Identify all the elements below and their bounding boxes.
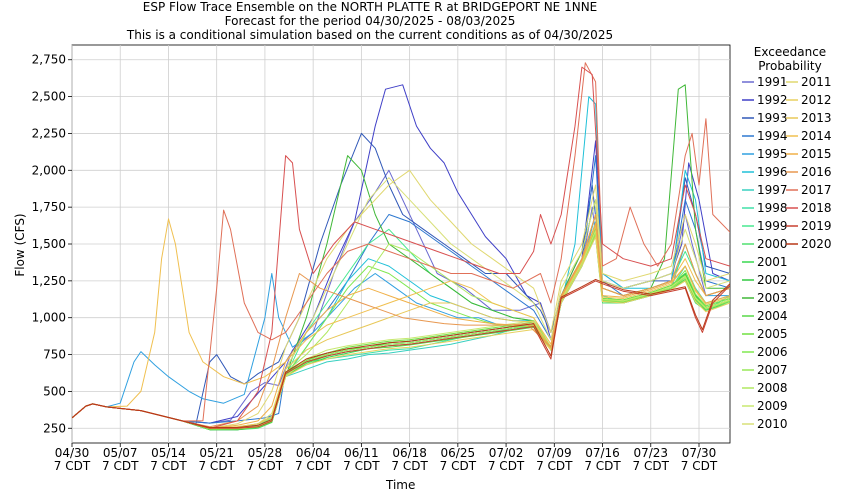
chart-title-line-1: ESP Flow Trace Ensemble on the NORTH PLA…: [142, 0, 598, 14]
legend-label-2018: 2018: [801, 201, 832, 215]
legend-label-2013: 2013: [801, 111, 832, 125]
y-tick-label-8: 2,250: [32, 126, 66, 140]
legend-label-2011: 2011: [801, 75, 832, 89]
legend-label-2010: 2010: [757, 417, 788, 431]
x-tick-date-11: 07/16: [585, 446, 620, 460]
legend-label-1999: 1999: [757, 219, 788, 233]
series-line-2018: [72, 66, 730, 429]
legend-title-line-2: Probability: [758, 59, 822, 73]
x-tick-date-5: 06/04: [296, 446, 331, 460]
legend-label-1995: 1995: [757, 147, 788, 161]
series-line-2020: [72, 278, 730, 428]
x-tick-date-13: 07/30: [682, 446, 717, 460]
legend-label-2000: 2000: [757, 237, 788, 251]
legend-title-line-1: Exceedance: [753, 45, 827, 59]
legend-label-2003: 2003: [757, 291, 788, 305]
x-tick-date-9: 07/02: [489, 446, 524, 460]
legend-label-2017: 2017: [801, 183, 832, 197]
x-tick-tz-10: 7 CDT: [536, 459, 573, 473]
x-tick-date-1: 05/07: [103, 446, 138, 460]
x-tick-date-3: 05/21: [199, 446, 234, 460]
legend: 1991 1992 1993 1994 1995 1996 1997 1998 1999 2000…: [742, 75, 832, 431]
series-line-2017: [72, 62, 730, 422]
y-tick-label-1: 500: [43, 384, 66, 398]
x-tick-tz-4: 7 CDT: [247, 459, 284, 473]
legend-label-1991: 1991: [757, 75, 788, 89]
chart-title-line-2: Forecast for the period 04/30/2025 - 08/…: [224, 14, 516, 28]
x-tick-tz-2: 7 CDT: [150, 459, 187, 473]
legend-label-1994: 1994: [757, 129, 788, 143]
y-tick-label-6: 1,750: [32, 200, 66, 214]
x-tick-tz-0: 7 CDT: [54, 459, 91, 473]
legend-label-2002: 2002: [757, 273, 788, 287]
x-tick-date-6: 06/11: [344, 446, 379, 460]
x-tick-date-7: 06/18: [392, 446, 427, 460]
y-tick-label-2: 750: [43, 348, 66, 362]
legend-label-2001: 2001: [757, 255, 788, 269]
legend-label-2004: 2004: [757, 309, 788, 323]
legend-label-2020: 2020: [801, 237, 832, 251]
legend-label-2005: 2005: [757, 327, 788, 341]
legend-label-1998: 1998: [757, 201, 788, 215]
legend-label-1996: 1996: [757, 165, 788, 179]
legend-label-2012: 2012: [801, 93, 832, 107]
x-tick-tz-7: 7 CDT: [391, 459, 428, 473]
x-tick-tz-12: 7 CDT: [633, 459, 670, 473]
x-tick-tz-1: 7 CDT: [102, 459, 139, 473]
y-tick-label-9: 2,500: [32, 90, 66, 104]
x-tick-tz-6: 7 CDT: [343, 459, 380, 473]
y-tick-label-4: 1,250: [32, 274, 66, 288]
x-tick-tz-5: 7 CDT: [295, 459, 332, 473]
y-tick-label-5: 1,500: [32, 237, 66, 251]
grid-lines: [71, 45, 730, 443]
x-tick-date-2: 05/14: [151, 446, 186, 460]
legend-label-2015: 2015: [801, 147, 832, 161]
y-tick-label-10: 2,750: [32, 53, 66, 67]
x-tick-date-10: 07/09: [537, 446, 572, 460]
x-tick-date-12: 07/23: [633, 446, 668, 460]
x-tick-tz-9: 7 CDT: [488, 459, 525, 473]
series-line-2019: [72, 280, 730, 429]
x-tick-tz-13: 7 CDT: [681, 459, 718, 473]
x-tick-tz-8: 7 CDT: [440, 459, 477, 473]
x-tick-tz-3: 7 CDT: [198, 459, 235, 473]
y-tick-label-3: 1,000: [32, 311, 66, 325]
x-tick-date-4: 05/28: [248, 446, 283, 460]
y-axis-ticks: 250 500 750 1,000 1,250 1,500 1,750 2,000 2,250 2…: [32, 53, 72, 435]
legend-label-2008: 2008: [757, 381, 788, 395]
y-tick-label-0: 250: [43, 421, 66, 435]
x-tick-date-8: 06/25: [441, 446, 476, 460]
chart-title-line-3: This is a conditional simulation based o…: [126, 28, 614, 42]
legend-label-2006: 2006: [757, 345, 788, 359]
legend-label-2007: 2007: [757, 363, 788, 377]
legend-label-1997: 1997: [757, 183, 788, 197]
legend-label-2016: 2016: [801, 165, 832, 179]
x-tick-date-0: 04/30: [55, 446, 90, 460]
y-tick-label-7: 2,000: [32, 163, 66, 177]
x-tick-tz-11: 7 CDT: [584, 459, 621, 473]
legend-label-2009: 2009: [757, 399, 788, 413]
series-lines: [72, 62, 730, 431]
legend-label-2014: 2014: [801, 129, 832, 143]
legend-label-2019: 2019: [801, 219, 832, 233]
x-axis-label: Time: [386, 478, 416, 492]
legend-label-1992: 1992: [757, 93, 788, 107]
legend-label-1993: 1993: [757, 111, 788, 125]
